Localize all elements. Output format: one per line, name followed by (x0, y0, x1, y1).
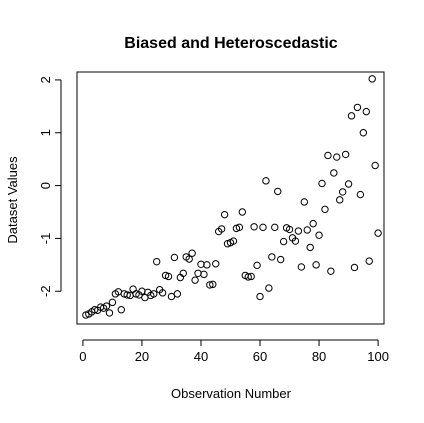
data-point (123, 291, 131, 299)
data-point (353, 103, 362, 112)
data-point (179, 269, 187, 277)
data-point (356, 190, 365, 199)
data-point (235, 223, 244, 232)
data-point (285, 225, 294, 234)
data-point (256, 292, 264, 301)
x-tick-label: 80 (312, 349, 326, 364)
data-point (117, 306, 125, 314)
data-point (271, 223, 279, 232)
x-axis-label: Observation Number (171, 386, 292, 401)
data-point (324, 151, 332, 160)
data-point (300, 198, 308, 206)
data-point (200, 270, 208, 279)
data-point (312, 261, 320, 269)
x-tick-label: 20 (135, 349, 149, 364)
data-point (238, 208, 247, 216)
data-point (362, 107, 370, 116)
y-tick-label: 2 (38, 76, 53, 83)
data-point (321, 205, 329, 214)
data-point (153, 257, 161, 266)
data-point (318, 179, 326, 188)
data-point (164, 272, 173, 281)
chart-title: Biased and Heteroscedastic (124, 35, 338, 52)
x-tick-label: 60 (253, 349, 267, 364)
data-point (191, 276, 199, 284)
data-point (253, 261, 261, 270)
data-point (220, 210, 229, 219)
data-point (274, 187, 282, 196)
data-point (102, 302, 111, 310)
x-tick-label: 0 (79, 349, 86, 364)
data-point (91, 306, 99, 314)
data-point (315, 231, 323, 239)
data-point (368, 75, 376, 83)
data-point (374, 229, 382, 237)
data-point (244, 273, 252, 281)
data-point (294, 227, 303, 235)
data-point (229, 237, 238, 245)
data-points (82, 75, 382, 319)
data-point (279, 237, 288, 246)
data-point (206, 281, 214, 289)
data-point (371, 161, 379, 170)
data-point (203, 261, 211, 269)
data-point (265, 284, 273, 292)
data-point (173, 290, 182, 298)
data-point (350, 263, 359, 272)
data-point (268, 253, 276, 261)
data-point (250, 223, 258, 231)
data-point (365, 257, 373, 265)
data-point (338, 188, 347, 196)
y-tick-label: 1 (38, 129, 53, 136)
y-axis-label: Dataset Values (5, 156, 20, 244)
data-point (167, 292, 176, 301)
data-point (185, 255, 193, 263)
data-point (347, 112, 356, 120)
data-point (336, 196, 344, 204)
data-point (247, 272, 255, 281)
data-point (309, 219, 317, 228)
data-point (108, 298, 117, 307)
data-point (209, 280, 217, 289)
data-point (327, 267, 335, 275)
y-tick-label: -1 (38, 233, 53, 245)
data-point (170, 253, 179, 262)
x-tick-label: 40 (194, 349, 208, 364)
y-tick-label: 0 (38, 182, 53, 189)
plot-frame (76, 71, 385, 325)
data-point (330, 169, 338, 177)
data-point (297, 263, 306, 271)
data-point (276, 255, 285, 264)
data-point (333, 153, 341, 161)
y-tick-label: -2 (38, 285, 53, 297)
data-point (303, 226, 311, 234)
data-point (259, 223, 267, 232)
data-point (105, 309, 114, 317)
data-point (344, 180, 353, 188)
data-point (291, 237, 300, 245)
data-point (212, 260, 220, 268)
data-point (359, 129, 368, 137)
x-axis: 0 20 40 60 80 100 (79, 339, 389, 364)
data-point (262, 177, 270, 185)
data-point (306, 243, 314, 252)
x-tick-label: 100 (367, 349, 389, 364)
data-point (158, 289, 167, 297)
data-point (341, 150, 350, 159)
y-axis: -2 -1 0 1 2 (38, 76, 62, 297)
data-point (217, 225, 226, 233)
data-point (188, 249, 196, 257)
data-point (150, 290, 158, 298)
